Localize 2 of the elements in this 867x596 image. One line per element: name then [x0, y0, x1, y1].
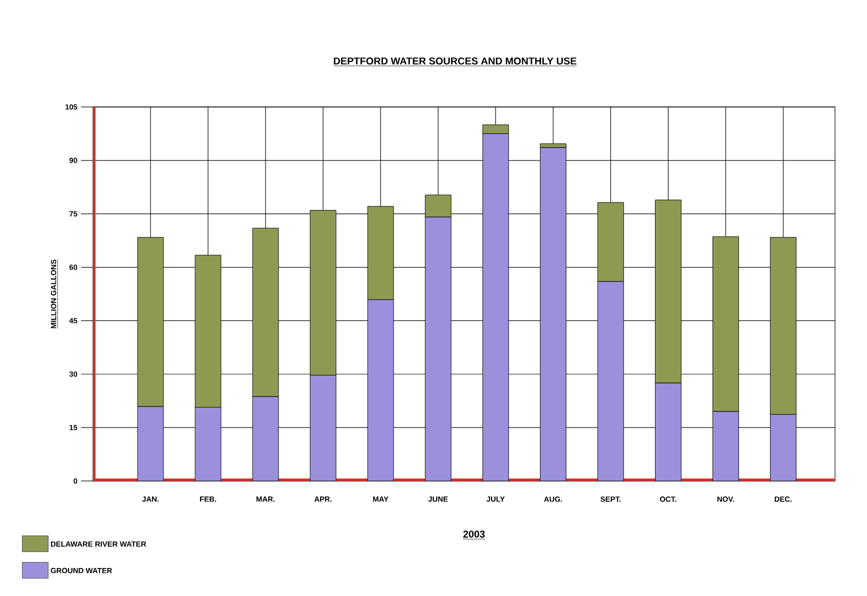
x-axis-title: 2003 — [463, 530, 485, 538]
chart-title: DEPTFORD WATER SOURCES AND MONTHLY USE — [334, 57, 576, 65]
